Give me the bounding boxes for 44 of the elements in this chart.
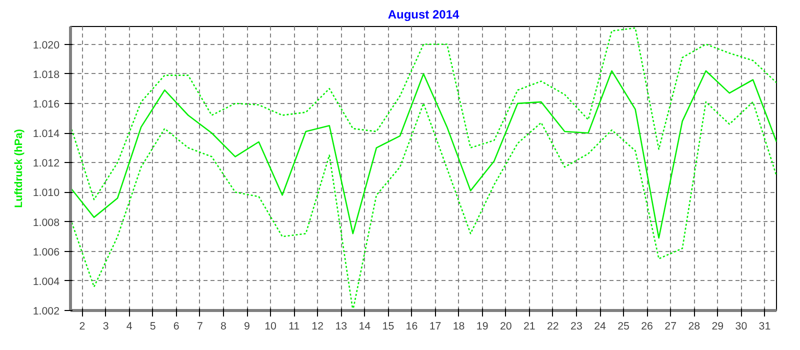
x-tick-label: 11 (288, 320, 300, 332)
x-tick-label: 28 (688, 320, 700, 332)
y-tick-label: 1.018 (32, 68, 60, 81)
x-tick-label: 24 (594, 320, 606, 332)
x-tick-label: 3 (102, 320, 109, 332)
x-tick-label: 10 (264, 320, 277, 332)
x-tick-label: 6 (173, 320, 180, 332)
x-tick-label: 15 (382, 320, 394, 332)
x-tick-label: 22 (547, 320, 559, 332)
y-tick-label: 1.012 (32, 158, 60, 170)
y-axis-title: Luftdruck (hPa) (12, 128, 25, 208)
y-tick-label: 1.002 (32, 306, 60, 318)
x-tick-label: 19 (476, 320, 488, 332)
line-series (70, 27, 776, 200)
x-tick-label: 20 (500, 320, 512, 332)
x-tick-label: 16 (406, 320, 418, 332)
x-tick-label: 25 (618, 320, 630, 332)
x-tick-label: 5 (150, 320, 156, 332)
x-tick-label: 13 (335, 320, 348, 332)
x-tick-label: 31 (758, 320, 771, 332)
x-tick-label: 23 (570, 320, 582, 332)
x-tick-label: 4 (126, 320, 132, 332)
y-tick-label: 1.020 (32, 39, 60, 52)
y-tick-label: 1.004 (32, 276, 60, 288)
x-tick-label: 26 (641, 320, 654, 332)
y-tick-label: 1.006 (32, 246, 60, 258)
x-tick-label: 7 (196, 320, 203, 332)
y-tick-label: 1.008 (32, 216, 60, 229)
x-tick-label: 21 (523, 320, 536, 332)
x-tick-label: 29 (712, 320, 724, 332)
y-tick-label: 1.014 (32, 128, 60, 140)
y-tick-label: 1.010 (32, 187, 60, 200)
x-tick-label: 17 (429, 320, 442, 332)
x-tick-label: 30 (735, 320, 748, 332)
line-series (70, 70, 776, 239)
x-tick-label: 9 (244, 320, 250, 332)
x-tick-label: 8 (220, 320, 227, 332)
x-tick-label: 18 (452, 320, 465, 332)
x-tick-label: 14 (358, 320, 371, 332)
x-tick-label: 27 (664, 320, 677, 332)
y-tick-label: 1.016 (32, 98, 60, 110)
x-tick-label: 12 (312, 320, 324, 332)
x-tick-label: 2 (79, 320, 86, 332)
chart-title: August 2014 (388, 8, 460, 22)
